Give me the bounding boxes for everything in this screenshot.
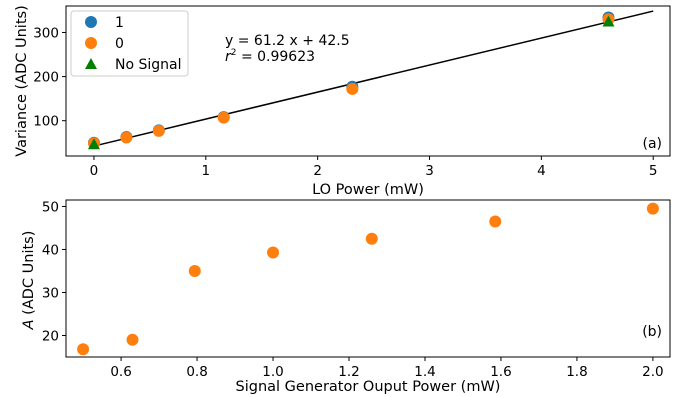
panel-a-points bbox=[87, 11, 615, 150]
data-point-amplitude bbox=[126, 333, 139, 346]
panel-a: 0 1 2 3 4 5 100 200 300 LO Power (mW) Variance (… bbox=[14, 5, 671, 198]
panel-a-ticks: 0 1 2 3 4 5 100 200 300 bbox=[33, 25, 657, 179]
panel-b-tag: (b) bbox=[642, 324, 662, 340]
data-point-amplitude bbox=[646, 202, 659, 215]
data-point-series-0 bbox=[152, 124, 165, 137]
panel-b-x-tick-label: 2.0 bbox=[642, 364, 663, 380]
panel-b-x-tick-label: 1.2 bbox=[338, 364, 359, 380]
legend-entry-0: 0 bbox=[85, 36, 124, 52]
legend-marker-1 bbox=[85, 16, 97, 28]
legend-marker-no-signal bbox=[85, 58, 97, 69]
panel-b-y-axis-label: A (ADC Units) bbox=[21, 231, 37, 331]
data-point-series-0 bbox=[120, 131, 133, 144]
panel-b-y-tick-label: 20 bbox=[42, 328, 59, 344]
panel-b-y-tick-label: 50 bbox=[42, 199, 59, 215]
panel-b-x-tick-label: 1.0 bbox=[262, 364, 283, 380]
panel-a-y-tick-label: 100 bbox=[33, 114, 59, 130]
data-point-amplitude bbox=[77, 343, 90, 356]
legend-label-no-signal: No Signal bbox=[115, 57, 182, 73]
legend-label-0: 0 bbox=[115, 36, 124, 52]
r-squared-exponent: 2 bbox=[231, 48, 237, 58]
panel-a-fit-line-group bbox=[93, 10, 654, 147]
panel-b-y-tick-label: 30 bbox=[42, 285, 59, 301]
panel-b-x-tick-label: 0.6 bbox=[110, 364, 131, 380]
panel-a-y-tick-label: 300 bbox=[33, 25, 59, 41]
panel-a-x-tick-label: 4 bbox=[537, 163, 546, 179]
panel-b-y-tick-label: 40 bbox=[42, 242, 59, 258]
panel-a-y-tick-label: 200 bbox=[33, 70, 59, 86]
legend-box bbox=[70, 10, 189, 77]
panel-b: 0.6 0.8 1.0 1.2 1.4 1.6 1.8 2.0 20 30 40 50 Signal … bbox=[21, 199, 671, 395]
panel-a-y-axis-label: Variance (ADC Units) bbox=[14, 5, 30, 156]
data-point-no-signal bbox=[602, 15, 615, 27]
panel-a-tag: (a) bbox=[642, 136, 662, 152]
panel-a-x-tick-label: 2 bbox=[313, 163, 322, 179]
panel-a-x-tick-label: 3 bbox=[425, 163, 434, 179]
panel-a-x-tick-label: 0 bbox=[90, 163, 99, 179]
r-squared-symbol: r bbox=[225, 49, 232, 65]
data-point-series-0 bbox=[346, 82, 359, 95]
panel-b-x-axis-label: Signal Generator Ouput Power (mW) bbox=[236, 379, 501, 395]
r-squared-value: = 0.99623 bbox=[237, 49, 316, 65]
panel-b-x-tick-label: 1.8 bbox=[566, 364, 587, 380]
legend-entry-no-signal: No Signal bbox=[85, 57, 182, 73]
legend-entry-1: 1 bbox=[85, 15, 124, 31]
data-point-amplitude bbox=[188, 264, 201, 277]
panel-a-x-axis-label: LO Power (mW) bbox=[312, 182, 424, 198]
panel-b-y-axis-symbol: A bbox=[21, 319, 37, 330]
panel-b-y-axis-unit: (ADC Units) bbox=[21, 231, 37, 320]
panel-b-x-tick-label: 1.6 bbox=[490, 364, 511, 380]
panel-a-x-tick-label: 5 bbox=[649, 163, 658, 179]
fit-line bbox=[93, 10, 654, 147]
data-point-amplitude bbox=[489, 215, 502, 228]
panel-b-points bbox=[77, 202, 659, 356]
legend-marker-0 bbox=[85, 37, 97, 49]
legend: 1 0 No Signal bbox=[70, 10, 189, 77]
r-squared-annotation: r2 = 0.99623 bbox=[225, 48, 315, 65]
panel-b-x-tick-label: 1.4 bbox=[414, 364, 435, 380]
panel-a-x-tick-label: 1 bbox=[202, 163, 211, 179]
data-point-amplitude bbox=[267, 246, 280, 259]
panel-b-ticks: 0.6 0.8 1.0 1.2 1.4 1.6 1.8 2.0 20 30 40 50 bbox=[42, 199, 664, 380]
legend-label-1: 1 bbox=[115, 15, 124, 31]
data-point-series-0 bbox=[217, 111, 230, 124]
fit-equation: y = 61.2 x + 42.5 bbox=[225, 33, 350, 49]
panel-b-frame bbox=[65, 199, 671, 358]
data-point-amplitude bbox=[365, 232, 378, 245]
data-point-no-signal bbox=[87, 138, 100, 150]
panel-a-frame bbox=[65, 5, 671, 157]
panel-b-x-tick-label: 0.8 bbox=[186, 364, 207, 380]
